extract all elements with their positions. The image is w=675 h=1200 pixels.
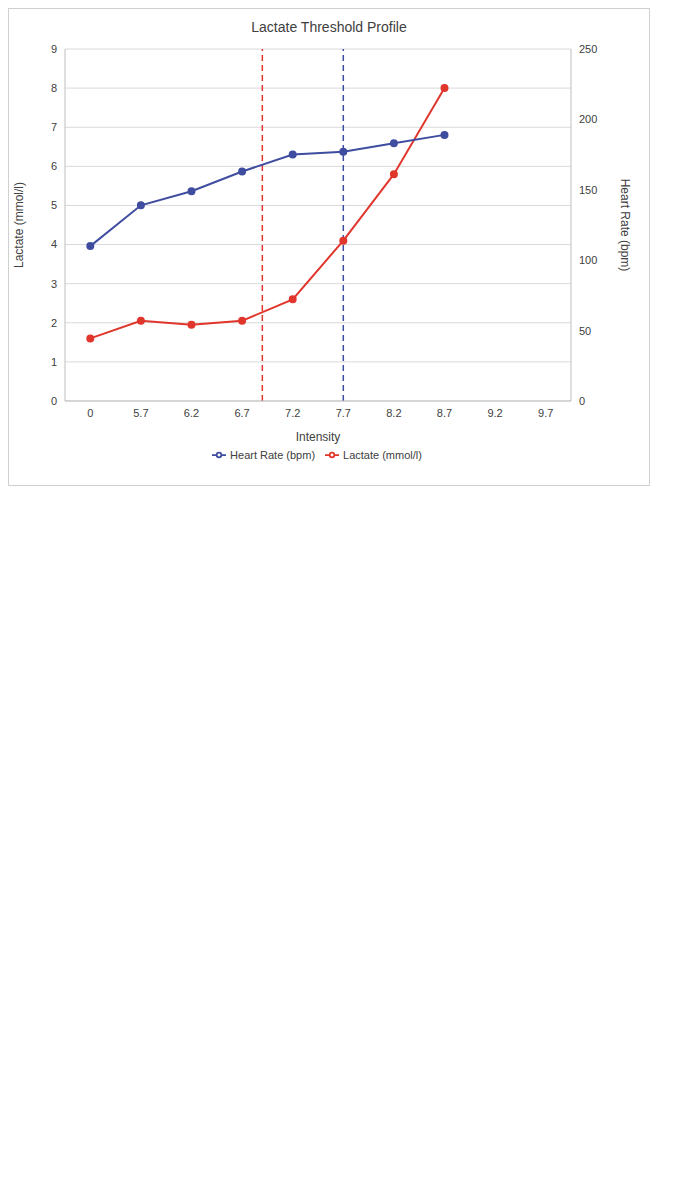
- svg-text:7.7: 7.7: [336, 407, 351, 419]
- svg-text:9.2: 9.2: [487, 407, 502, 419]
- svg-text:100: 100: [579, 254, 597, 266]
- html-text:Heart Rate (bpm): Heart Rate (bpm): [230, 449, 316, 461]
- svg-text:150: 150: [579, 184, 597, 196]
- svg-text:200: 200: [579, 113, 597, 125]
- svg-text:5.7: 5.7: [133, 407, 148, 419]
- svg-text:8: 8: [51, 82, 57, 94]
- svg-text:50: 50: [579, 325, 591, 337]
- svg-text:0: 0: [51, 395, 57, 407]
- svg-text:Intensity: Intensity: [296, 430, 341, 444]
- svg-text:7.2: 7.2: [285, 407, 300, 419]
- svg-text:0: 0: [579, 395, 585, 407]
- svg-text:9.7: 9.7: [538, 407, 553, 419]
- svg-text:2: 2: [51, 317, 57, 329]
- svg-text:6.2: 6.2: [184, 407, 199, 419]
- svg-text:5: 5: [51, 199, 57, 211]
- svg-text:0: 0: [87, 407, 93, 419]
- svg-text:4: 4: [51, 238, 57, 250]
- svg-text:Heart Rate (bpm): Heart Rate (bpm): [618, 179, 632, 272]
- svg-text:8.2: 8.2: [386, 407, 401, 419]
- svg-text:6: 6: [51, 160, 57, 172]
- svg-text:250: 250: [579, 43, 597, 55]
- svg-text:Lactate (mmol/l): Lactate (mmol/l): [12, 182, 26, 268]
- html-text:Lactate Threshold Profile: Lactate Threshold Profile: [251, 19, 407, 35]
- html-text:Lactate (mmol/l): Lactate (mmol/l): [343, 449, 422, 461]
- svg-text:7: 7: [51, 121, 57, 133]
- svg-text:8.7: 8.7: [437, 407, 452, 419]
- svg-text:6.7: 6.7: [234, 407, 249, 419]
- svg-text:9: 9: [51, 43, 57, 55]
- svg-text:1: 1: [51, 356, 57, 368]
- svg-text:3: 3: [51, 278, 57, 290]
